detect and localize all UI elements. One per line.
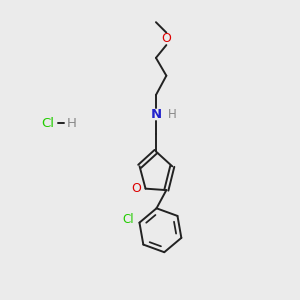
Text: N: N (150, 108, 161, 121)
Text: O: O (161, 32, 171, 45)
Text: H: H (66, 117, 76, 130)
Text: H: H (168, 108, 177, 121)
Text: Cl: Cl (41, 117, 54, 130)
Text: O: O (132, 182, 142, 195)
Text: Cl: Cl (122, 213, 134, 226)
